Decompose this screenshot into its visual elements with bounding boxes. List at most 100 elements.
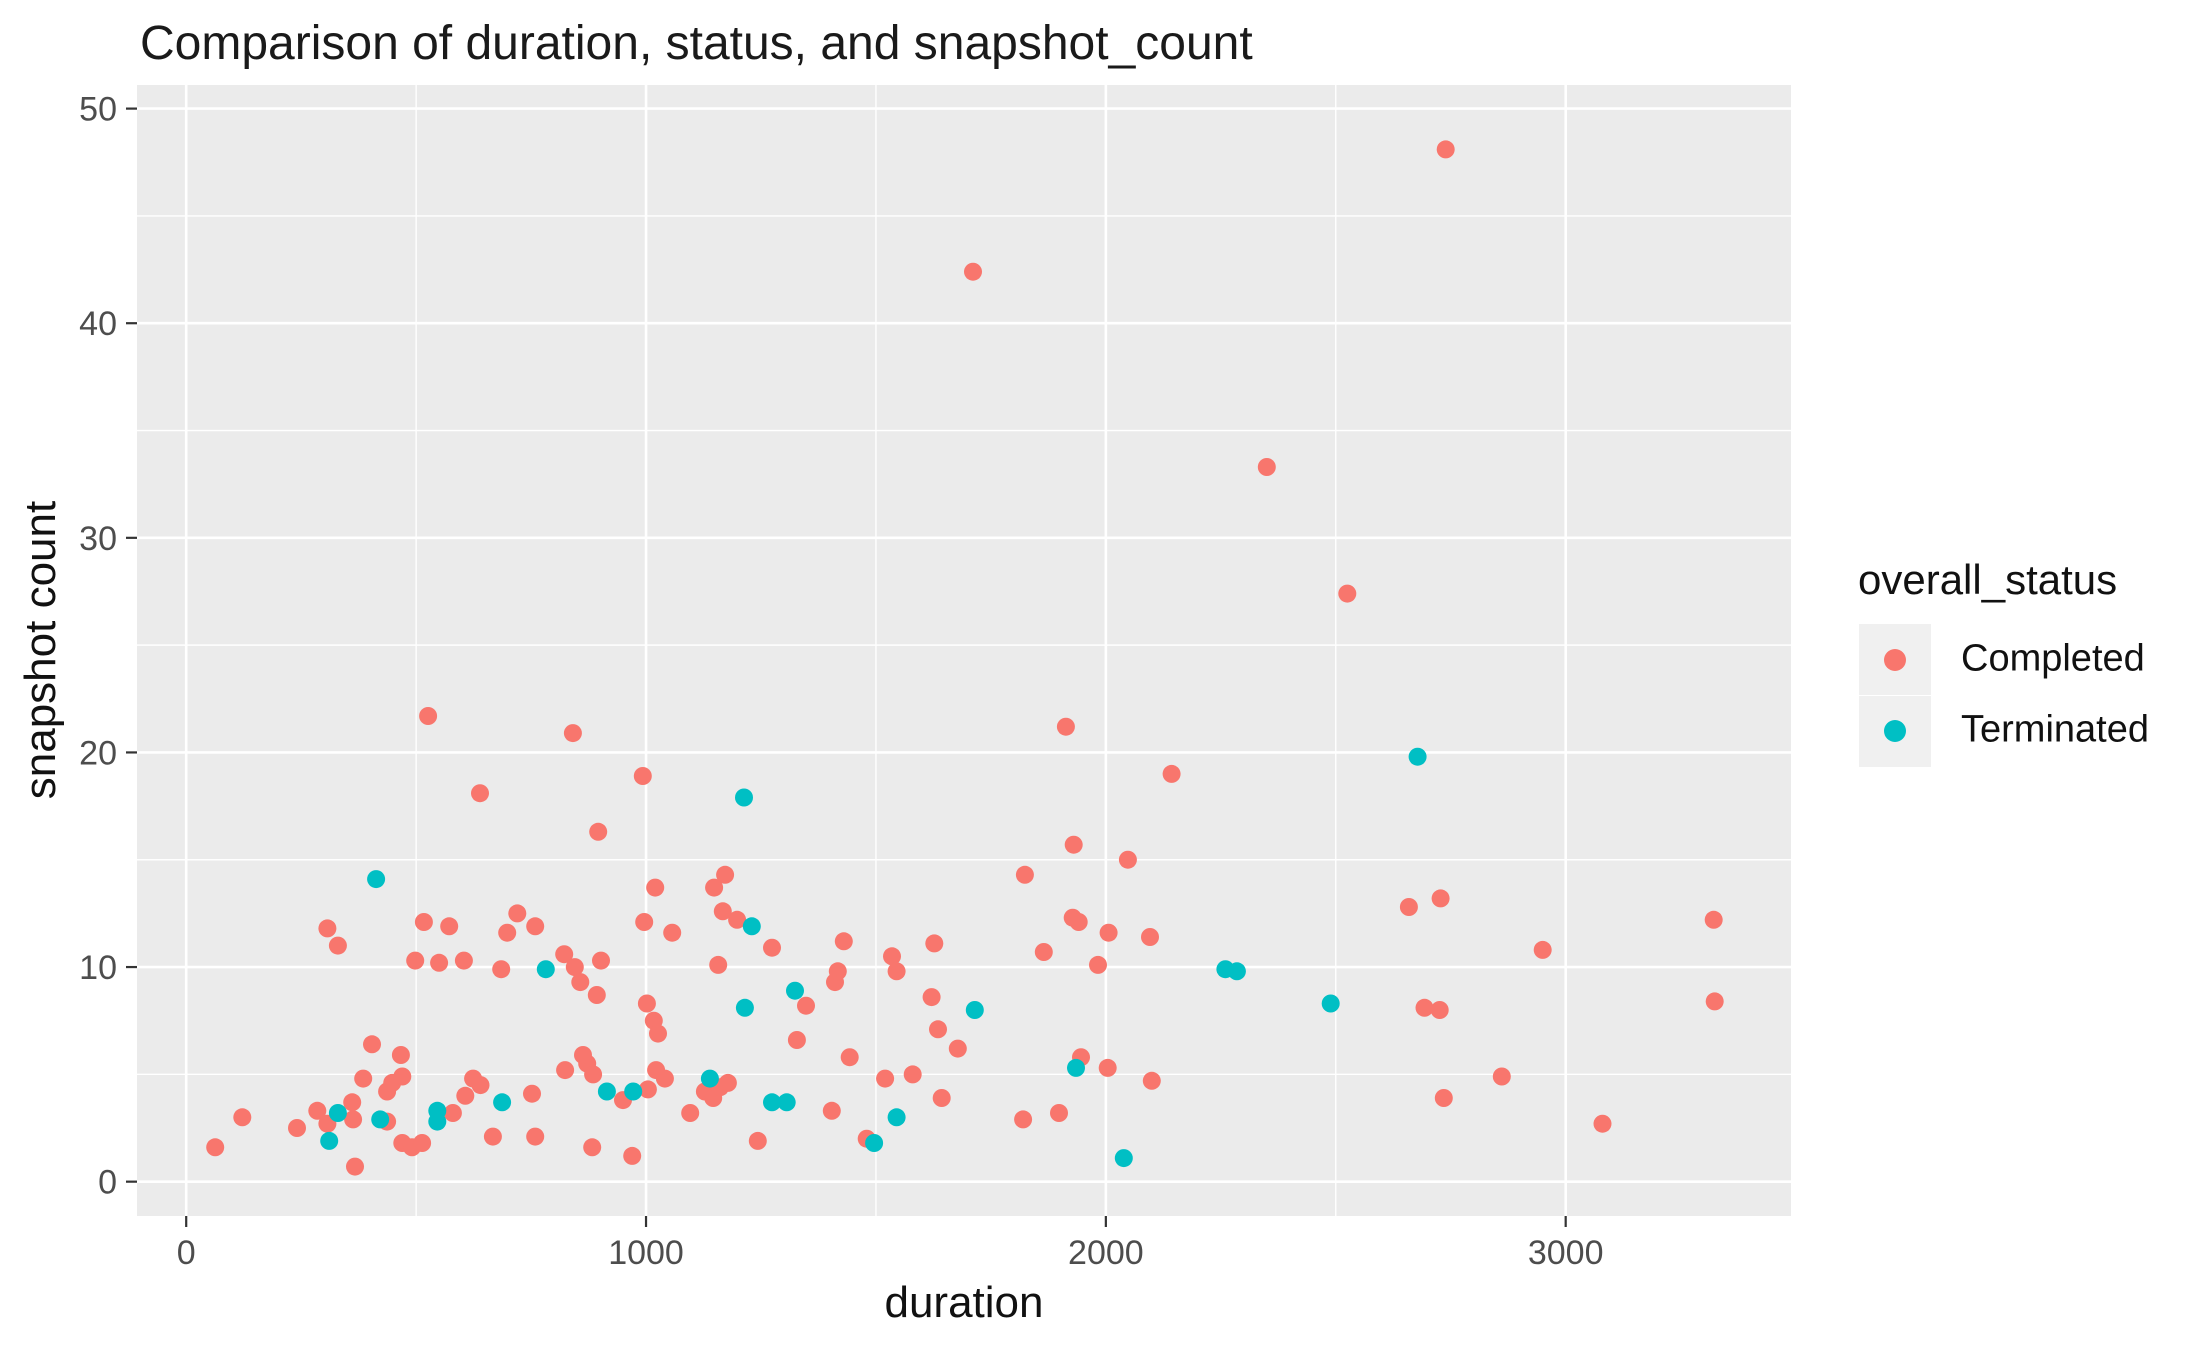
data-point-terminated bbox=[493, 1093, 512, 1112]
data-point-completed bbox=[583, 1138, 602, 1157]
data-point-terminated bbox=[1067, 1058, 1085, 1077]
data-point-completed bbox=[887, 962, 906, 981]
data-point-completed bbox=[948, 1039, 967, 1058]
data-point-completed bbox=[748, 1131, 767, 1150]
data-point-terminated bbox=[536, 960, 555, 979]
x-axis-title: duration bbox=[884, 1278, 1044, 1327]
data-point-completed bbox=[828, 962, 847, 981]
data-point-terminated bbox=[763, 1093, 781, 1112]
axis-tick-labels: 0 1000 2000 3000 0 10 20 30 40 50 bbox=[79, 91, 1603, 1272]
data-point-completed bbox=[1436, 140, 1455, 159]
y-tick-label: 50 bbox=[79, 91, 117, 129]
data-point-completed bbox=[709, 955, 728, 974]
data-point-completed bbox=[526, 1127, 545, 1146]
data-point-terminated bbox=[742, 917, 761, 936]
data-point-completed bbox=[363, 1035, 381, 1054]
data-point-terminated bbox=[735, 998, 754, 1017]
data-point-completed bbox=[508, 904, 527, 923]
data-point-completed bbox=[471, 784, 489, 803]
data-point-completed bbox=[233, 1108, 252, 1127]
minor-gridlines bbox=[137, 85, 1791, 1216]
data-point-completed bbox=[1431, 889, 1450, 908]
data-point-terminated bbox=[700, 1069, 719, 1088]
data-point-completed bbox=[649, 1024, 667, 1043]
data-point-completed bbox=[728, 910, 747, 929]
data-point-completed bbox=[526, 917, 545, 936]
data-point-completed bbox=[716, 865, 735, 884]
legend-label-completed: Completed bbox=[1961, 637, 2145, 680]
data-point-terminated bbox=[367, 870, 386, 889]
data-point-completed bbox=[822, 1101, 841, 1120]
data-point-terminated bbox=[624, 1082, 643, 1101]
plot-title: Comparison of duration, status, and snap… bbox=[140, 17, 1253, 70]
legend-title: overall_status bbox=[1858, 556, 2118, 603]
data-point-completed bbox=[413, 1134, 432, 1152]
y-tick-label: 20 bbox=[79, 734, 117, 772]
data-point-completed bbox=[932, 1089, 951, 1107]
data-point-terminated bbox=[965, 1001, 984, 1019]
data-point-completed bbox=[344, 1110, 363, 1129]
data-point-completed bbox=[903, 1065, 922, 1084]
data-point-completed bbox=[443, 1104, 462, 1122]
legend-key-completed bbox=[1859, 624, 1931, 695]
data-point-completed bbox=[1338, 584, 1357, 603]
data-point-terminated bbox=[865, 1134, 884, 1152]
y-tick-label: 40 bbox=[79, 305, 117, 343]
data-point-completed bbox=[663, 923, 682, 942]
data-point-completed bbox=[430, 953, 449, 972]
data-point-completed bbox=[555, 945, 574, 964]
data-point-completed bbox=[797, 996, 815, 1015]
data-point-completed bbox=[343, 1093, 362, 1112]
data-point-completed bbox=[705, 878, 724, 897]
axis-tick-marks bbox=[126, 107, 1567, 1227]
data-point-completed bbox=[637, 994, 656, 1013]
data-point-terminated bbox=[428, 1112, 447, 1131]
data-point-terminated bbox=[777, 1093, 796, 1112]
data-point-completed bbox=[393, 1067, 412, 1086]
data-point-terminated bbox=[887, 1108, 906, 1127]
data-point-completed bbox=[565, 958, 584, 977]
y-tick-label: 10 bbox=[79, 949, 117, 987]
data-point-completed bbox=[1064, 835, 1083, 854]
data-point-completed bbox=[587, 986, 606, 1004]
data-point-completed bbox=[419, 707, 438, 725]
x-tick-label: 1000 bbox=[608, 1234, 684, 1272]
data-point-completed bbox=[346, 1157, 364, 1176]
data-point-terminated bbox=[320, 1131, 339, 1150]
data-point-terminated bbox=[597, 1082, 616, 1101]
data-point-completed bbox=[328, 936, 347, 955]
data-point-completed bbox=[718, 1073, 737, 1092]
major-gridlines bbox=[137, 85, 1791, 1216]
data-point-completed bbox=[454, 951, 473, 970]
data-point-completed bbox=[834, 932, 853, 951]
data-point-completed bbox=[456, 1086, 475, 1105]
data-point-completed bbox=[1056, 717, 1075, 736]
data-point-completed bbox=[1098, 1058, 1117, 1077]
data-point-completed bbox=[288, 1119, 306, 1137]
data-point-completed bbox=[206, 1138, 225, 1157]
data-point-completed bbox=[929, 1020, 947, 1039]
data-point-completed bbox=[492, 960, 511, 979]
legend-row-completed: Completed bbox=[1858, 624, 2178, 696]
data-points bbox=[206, 140, 1724, 1176]
data-point-completed bbox=[471, 1076, 490, 1095]
data-point-completed bbox=[1704, 910, 1723, 929]
data-point-completed bbox=[584, 1065, 603, 1084]
data-point-terminated bbox=[1408, 747, 1427, 766]
data-point-completed bbox=[840, 1048, 859, 1067]
data-point-completed bbox=[623, 1146, 642, 1165]
data-point-completed bbox=[763, 938, 781, 957]
data-point-completed bbox=[655, 1069, 674, 1088]
data-point-completed bbox=[922, 988, 941, 1007]
data-point-completed bbox=[592, 951, 610, 970]
y-tick-label: 30 bbox=[79, 520, 117, 558]
data-point-completed bbox=[483, 1127, 502, 1146]
completed-dot-icon bbox=[1884, 648, 1906, 671]
data-point-completed bbox=[523, 1084, 541, 1103]
data-point-completed bbox=[1050, 1104, 1068, 1122]
data-point-completed bbox=[574, 1046, 592, 1064]
data-point-completed bbox=[1118, 850, 1137, 869]
data-point-completed bbox=[1034, 943, 1053, 961]
data-point-completed bbox=[1089, 955, 1107, 974]
